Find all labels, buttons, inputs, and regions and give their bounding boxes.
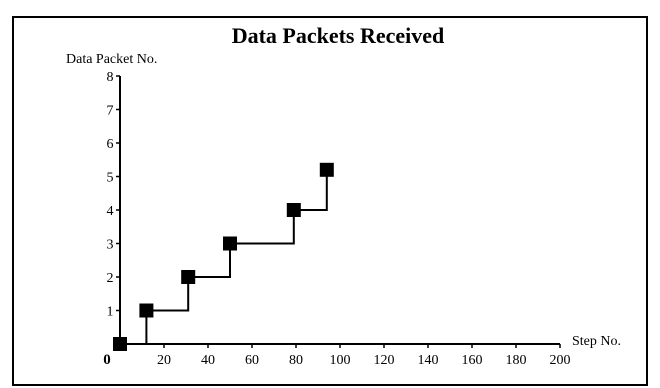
x-tick-label: 60 [245,353,259,368]
y-tick-label: 7 [107,104,114,119]
x-tick-label: 120 [374,353,395,368]
series-step-line [120,169,328,345]
x-tick-label: 200 [550,353,571,368]
data-point-marker [319,162,334,177]
origin-label: 0 [103,352,111,368]
data-point-marker [286,203,301,217]
x-tick-label: 40 [201,353,215,368]
y-tick-label: 5 [107,171,114,186]
x-tick-label: 140 [418,353,439,368]
y-tick-label: 1 [107,305,114,320]
y-tick-label: 4 [107,204,114,219]
data-point-marker [139,303,154,318]
x-tick-label: 180 [506,353,527,368]
data-point-marker [181,270,196,284]
y-tick-label: 8 [107,70,114,85]
chart-frame [12,16,648,386]
x-axis-label: Step No. [572,334,621,349]
y-axis-label: Data Packet No. [66,52,157,67]
y-tick-label: 3 [107,238,114,253]
x-tick-label: 160 [462,353,483,368]
x-tick-label: 20 [157,353,171,368]
y-tick-label: 6 [107,137,114,152]
chart-title: Data Packets Received [232,23,445,48]
x-tick-label: 100 [330,353,351,368]
y-tick-label: 2 [107,271,114,286]
x-tick-label: 80 [289,353,303,368]
data-point-marker [113,337,127,351]
data-point-marker [223,236,237,251]
